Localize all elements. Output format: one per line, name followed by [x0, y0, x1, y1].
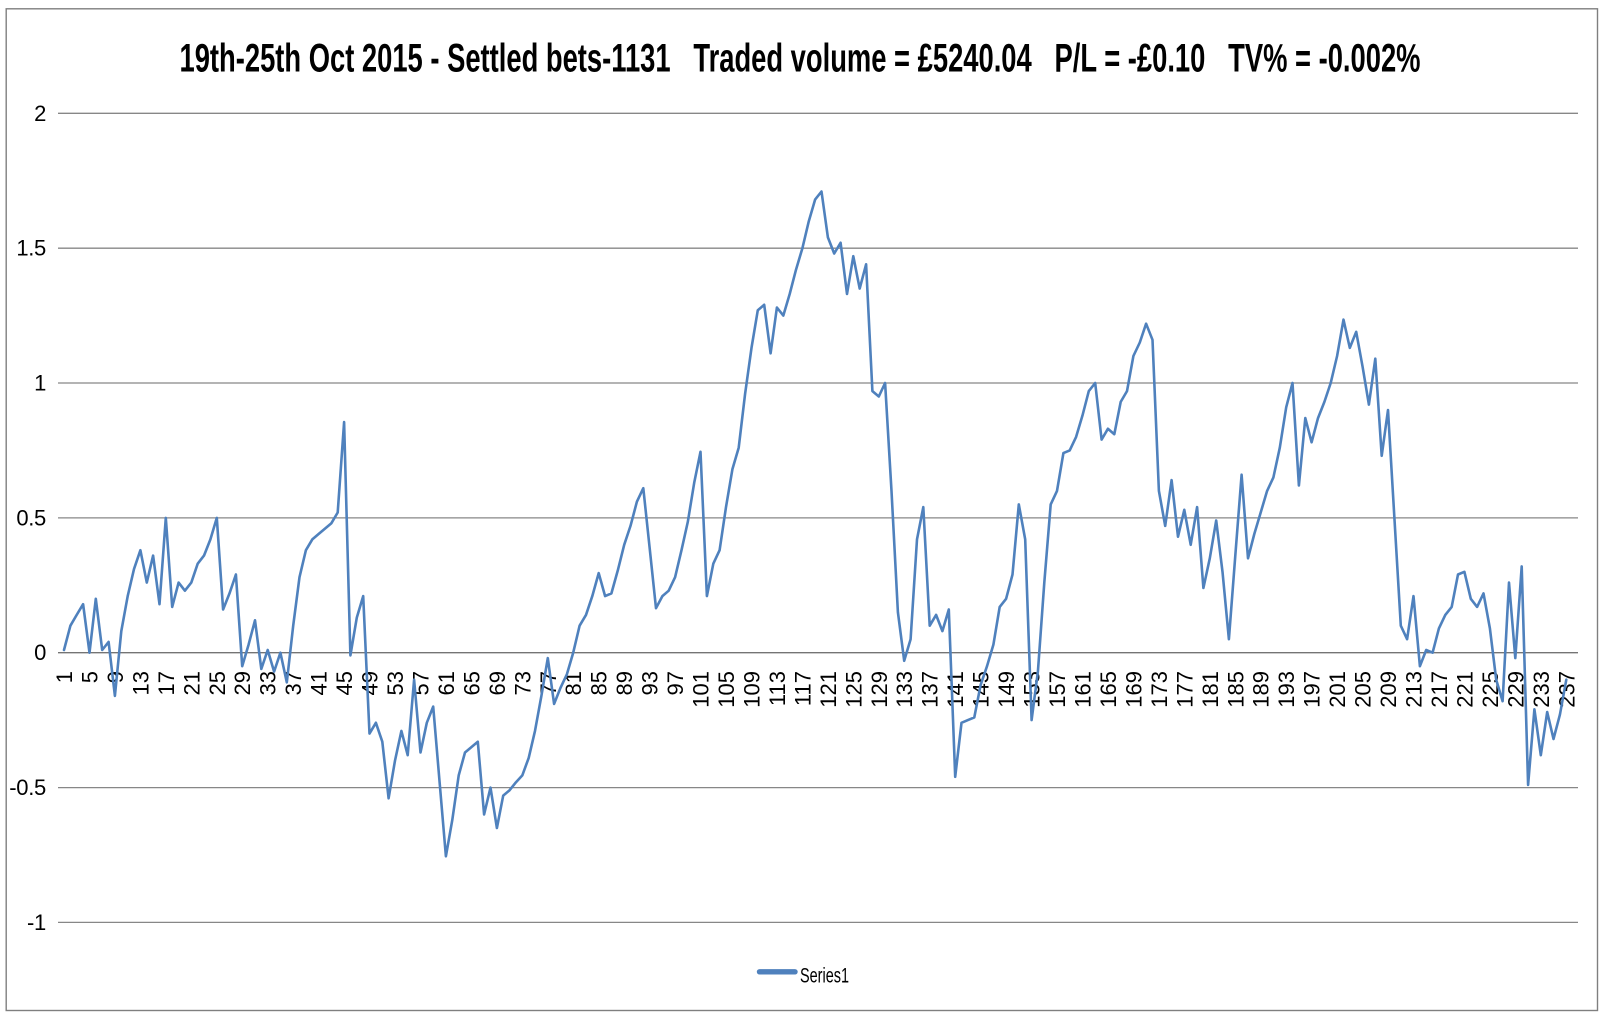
svg-text:21: 21 [179, 671, 204, 695]
svg-text:13: 13 [128, 671, 153, 695]
svg-text:133: 133 [892, 671, 917, 708]
svg-text:61: 61 [434, 671, 459, 695]
svg-text:205: 205 [1351, 671, 1376, 708]
svg-text:97: 97 [663, 671, 688, 695]
svg-text:29: 29 [230, 671, 255, 695]
svg-text:41: 41 [307, 671, 332, 695]
svg-text:0.5: 0.5 [16, 505, 46, 530]
svg-text:1: 1 [34, 371, 46, 396]
svg-text:45: 45 [332, 671, 357, 695]
svg-text:181: 181 [1198, 671, 1223, 708]
svg-text:5: 5 [78, 671, 103, 683]
svg-text:213: 213 [1402, 671, 1427, 708]
svg-text:109: 109 [740, 671, 765, 708]
svg-text:165: 165 [1096, 671, 1121, 708]
svg-text:2: 2 [34, 101, 46, 126]
svg-text:209: 209 [1376, 671, 1401, 708]
svg-text:137: 137 [918, 671, 943, 708]
svg-text:169: 169 [1121, 671, 1146, 708]
svg-text:217: 217 [1427, 671, 1452, 708]
svg-text:93: 93 [638, 671, 663, 695]
svg-text:185: 185 [1223, 671, 1248, 708]
svg-text:77: 77 [536, 671, 561, 695]
svg-text:121: 121 [816, 671, 841, 708]
svg-text:221: 221 [1452, 671, 1477, 708]
svg-text:125: 125 [841, 671, 866, 708]
svg-text:69: 69 [485, 671, 510, 695]
svg-text:73: 73 [510, 671, 535, 695]
svg-text:161: 161 [1071, 671, 1096, 708]
svg-text:0: 0 [34, 640, 46, 665]
svg-text:149: 149 [994, 671, 1019, 708]
svg-text:9: 9 [103, 671, 128, 683]
svg-text:201: 201 [1325, 671, 1350, 708]
svg-text:101: 101 [689, 671, 714, 708]
svg-text:113: 113 [765, 671, 790, 706]
svg-text:117: 117 [790, 671, 815, 706]
svg-text:233: 233 [1529, 671, 1554, 708]
svg-text:1: 1 [52, 671, 77, 683]
svg-text:1.5: 1.5 [16, 236, 46, 261]
svg-text:Series1: Series1 [800, 965, 849, 988]
svg-text:189: 189 [1249, 671, 1274, 708]
svg-text:141: 141 [943, 671, 968, 708]
svg-text:-1: -1 [27, 910, 46, 935]
svg-text:89: 89 [612, 671, 637, 695]
svg-text:65: 65 [459, 671, 484, 695]
svg-text:81: 81 [561, 671, 586, 695]
svg-text:157: 157 [1045, 671, 1070, 708]
svg-text:49: 49 [358, 671, 383, 695]
svg-text:105: 105 [714, 671, 739, 708]
svg-text:173: 173 [1147, 671, 1172, 708]
svg-text:193: 193 [1274, 671, 1299, 708]
svg-text:197: 197 [1300, 671, 1325, 708]
svg-text:85: 85 [587, 671, 612, 695]
svg-text:177: 177 [1172, 671, 1197, 708]
svg-text:-0.5: -0.5 [9, 775, 46, 800]
svg-text:17: 17 [154, 671, 179, 695]
svg-text:19th-25th Oct 2015 - Settled b: 19th-25th Oct 2015 - Settled bets-1131 T… [180, 36, 1421, 80]
svg-text:53: 53 [383, 671, 408, 695]
svg-text:129: 129 [867, 671, 892, 708]
svg-text:237: 237 [1554, 671, 1579, 708]
svg-text:145: 145 [969, 671, 994, 708]
svg-text:25: 25 [205, 671, 230, 695]
svg-text:33: 33 [256, 671, 281, 695]
